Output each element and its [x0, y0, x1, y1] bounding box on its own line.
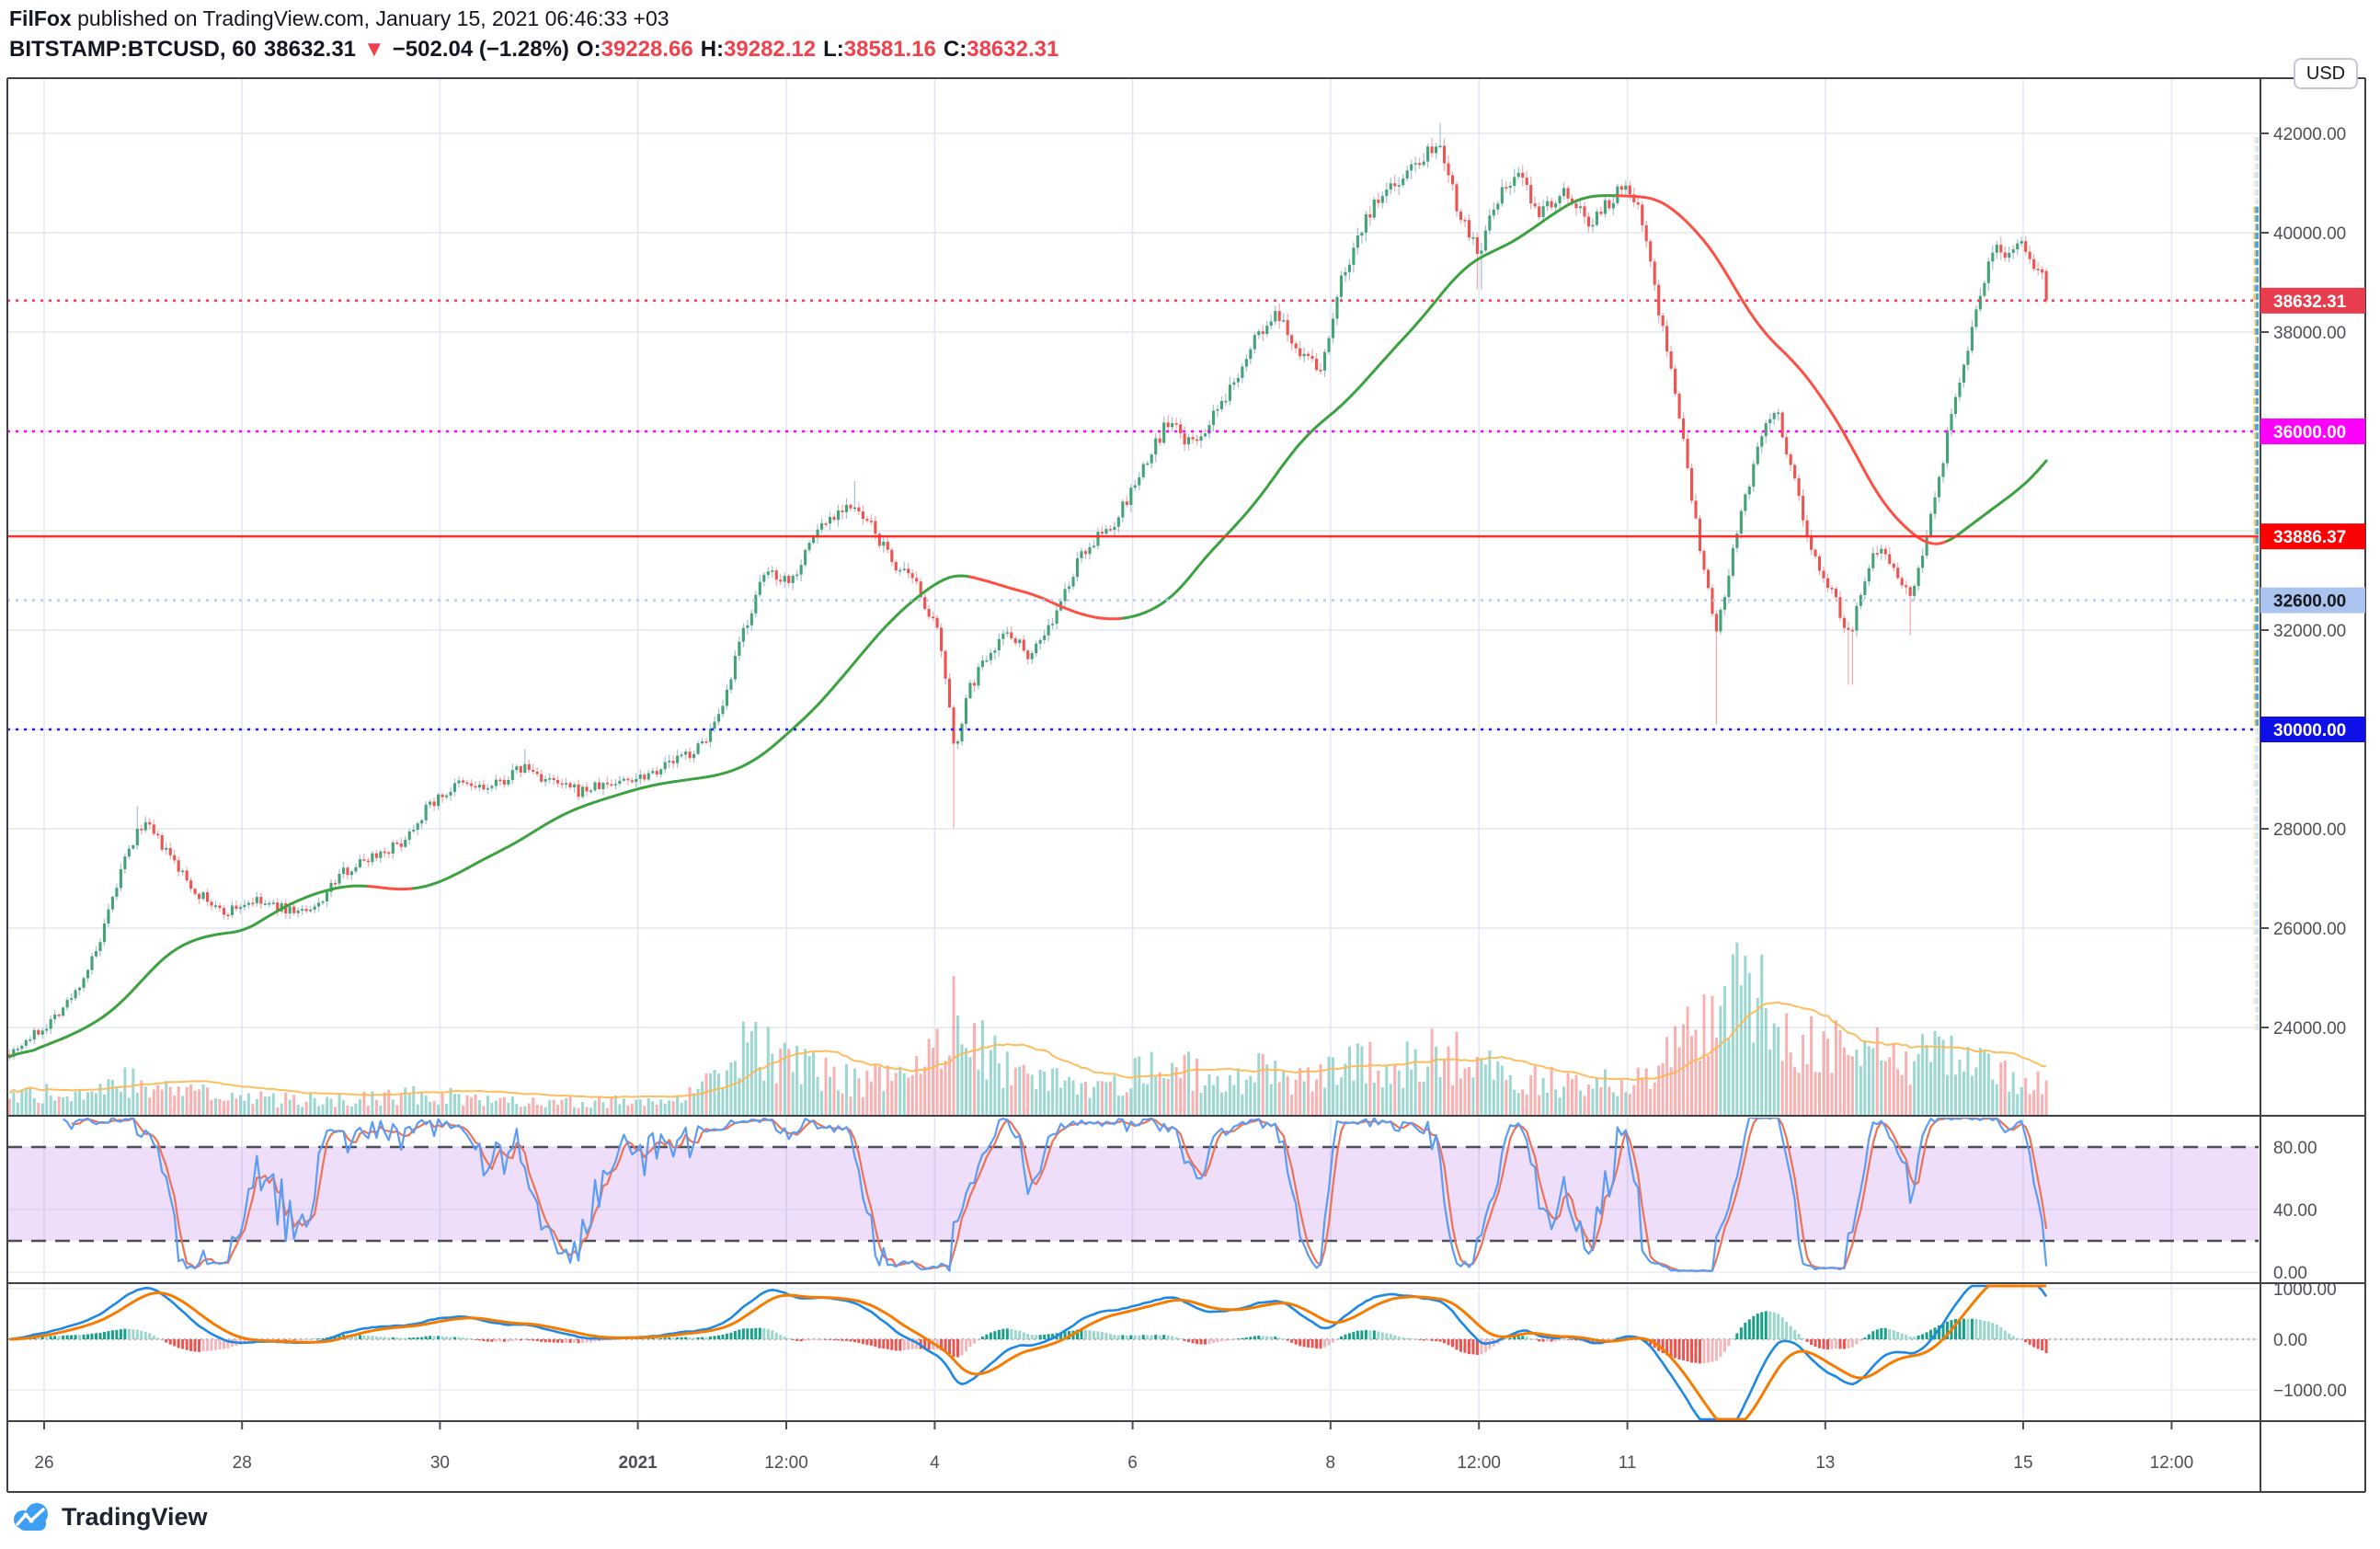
price-axis-label: 38000.00 — [2273, 324, 2346, 343]
price-level-badge — [2260, 419, 2365, 444]
macd-axis-label: 1000.00 — [2273, 1280, 2337, 1300]
open-value: 39228.66 — [601, 37, 693, 62]
price-level-badge-label: 30000.00 — [2273, 721, 2346, 740]
time-axis-label: 28 — [233, 1453, 252, 1473]
price-axis-label: 40000.00 — [2273, 224, 2346, 244]
stoch-band — [7, 1147, 2259, 1241]
volume-ma-line — [8, 1001, 2047, 1099]
time-axis[interactable]: 26 28 30 2021 12:00 4 6 8 12:00 11 13 15 12:00 — [34, 1421, 2193, 1473]
down-arrow-icon: ▼ — [363, 37, 385, 62]
time-axis-label: 4 — [930, 1453, 940, 1473]
high-value: 39282.12 — [724, 37, 817, 62]
time-axis-label: 30 — [430, 1453, 450, 1473]
time-axis-label: 26 — [34, 1453, 53, 1473]
publish-header: FilFox published on TradingView.com, Jan… — [9, 6, 669, 31]
price-level-badge — [2260, 287, 2365, 314]
low-value: 38581.16 — [843, 37, 936, 62]
stochastic-pane[interactable] — [7, 1117, 2259, 1273]
price-level-badge — [2260, 587, 2365, 614]
price-change: −502.04 (−1.28%) — [392, 37, 569, 62]
stoch-axis-label: 80.00 — [2273, 1139, 2317, 1158]
ma-line — [7, 194, 2048, 1059]
price-level-lines — [7, 299, 2259, 731]
volume-profile — [2252, 137, 2259, 1030]
pane-borders — [6, 77, 2366, 1493]
volume-series[interactable] — [7, 942, 2048, 1116]
high-label: H: — [700, 37, 725, 62]
close-value: 38632.31 — [967, 37, 1059, 62]
time-axis-label: 8 — [1326, 1453, 1336, 1473]
price-axis-label: 42000.00 — [2273, 125, 2346, 144]
price-level-badge-label: 36000.00 — [2273, 423, 2346, 442]
price-level-badge — [2260, 717, 2365, 742]
price-axis-label: 28000.00 — [2273, 820, 2346, 840]
stoch-axis-label: 0.00 — [2273, 1264, 2307, 1283]
macd-signal-line — [9, 1284, 2047, 1421]
time-axis-label: 2021 — [618, 1453, 658, 1473]
stoch-d-line — [71, 1118, 2048, 1272]
close-label: C: — [943, 37, 967, 62]
publish-info: published on TradingView.com, January 15… — [71, 6, 669, 30]
symbol-legend: BITSTAMP:BTCUSD, 60 38632.31 ▼ −502.04 (−1.… — [9, 37, 1058, 63]
symbol-name: BITSTAMP:BTCUSD, 60 — [9, 37, 257, 62]
stoch-k-line — [62, 1118, 2048, 1273]
macd-axis-label: 0.00 — [2273, 1331, 2307, 1350]
macd-axis-label: −1000.00 — [2273, 1382, 2347, 1401]
macd-pane[interactable] — [7, 1284, 2259, 1421]
open-label: O: — [576, 37, 601, 62]
price-level-badge-label: 32600.00 — [2273, 592, 2346, 612]
time-axis-label: 13 — [1815, 1453, 1835, 1473]
time-axis-label: 11 — [1619, 1453, 1637, 1473]
last-price: 38632.31 — [263, 37, 357, 62]
macd-line — [9, 1284, 2048, 1421]
price-axis-label: 32000.00 — [2273, 622, 2346, 641]
candlestick-series[interactable] — [7, 123, 2048, 1061]
time-axis-label: 6 — [1127, 1453, 1138, 1473]
time-axis-label: 15 — [2013, 1453, 2032, 1473]
author-name: FilFox — [9, 6, 72, 30]
currency-unit-button[interactable]: USD — [2294, 58, 2358, 89]
price-level-badge-label: 33886.37 — [2273, 528, 2346, 547]
price-axis-label: 24000.00 — [2273, 1019, 2346, 1038]
price-level-badge-label: 38632.31 — [2273, 293, 2347, 312]
price-axis-label: 26000.00 — [2273, 920, 2346, 939]
time-axis-label: 12:00 — [764, 1453, 808, 1473]
low-label: L: — [823, 37, 844, 62]
time-axis-label: 12:00 — [2150, 1453, 2194, 1473]
price-axis[interactable]: 42000.0040000.0038000.0036000.0034000.00… — [2260, 125, 2365, 1401]
time-axis-label: 12:00 — [1457, 1453, 1501, 1473]
tradingview-wordmark: TradingView — [62, 1502, 208, 1531]
tradingview-logo[interactable]: TradingView — [11, 1502, 208, 1532]
tradingview-cloud-icon — [14, 1503, 48, 1531]
stoch-axis-label: 40.00 — [2273, 1201, 2317, 1221]
price-level-badge — [2260, 523, 2365, 550]
